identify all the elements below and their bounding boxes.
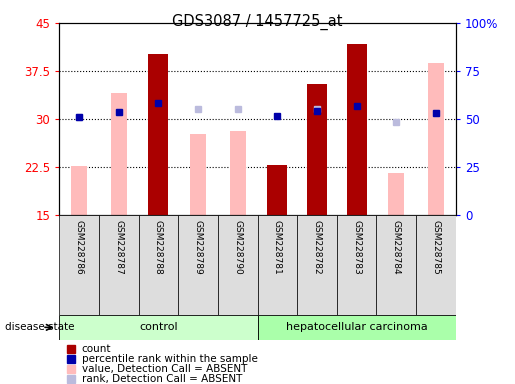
Bar	[258, 215, 297, 315]
Text: GSM228788: GSM228788	[154, 220, 163, 275]
Text: GSM228783: GSM228783	[352, 220, 361, 275]
Bar	[218, 215, 258, 315]
Text: GSM228781: GSM228781	[273, 220, 282, 275]
Text: GSM228784: GSM228784	[392, 220, 401, 275]
Text: GSM228786: GSM228786	[75, 220, 83, 275]
Bar	[376, 215, 416, 315]
Bar	[59, 315, 258, 340]
Bar	[71, 166, 87, 215]
Bar	[297, 215, 337, 315]
Bar	[337, 215, 376, 315]
Bar	[111, 93, 127, 215]
Text: control: control	[139, 322, 178, 333]
Bar	[267, 165, 287, 215]
Bar	[178, 215, 218, 315]
Text: percentile rank within the sample: percentile rank within the sample	[82, 354, 258, 364]
Bar	[148, 54, 168, 215]
Bar	[139, 215, 178, 315]
Bar	[388, 174, 404, 215]
Text: count: count	[82, 344, 111, 354]
Bar	[307, 84, 327, 215]
Text: GSM228787: GSM228787	[114, 220, 123, 275]
Bar	[190, 134, 206, 215]
Text: hepatocellular carcinoma: hepatocellular carcinoma	[286, 322, 427, 333]
Bar	[258, 315, 456, 340]
Bar	[347, 44, 367, 215]
Text: value, Detection Call = ABSENT: value, Detection Call = ABSENT	[82, 364, 247, 374]
Text: GSM228782: GSM228782	[313, 220, 321, 275]
Bar	[416, 215, 456, 315]
Bar	[428, 63, 444, 215]
Text: GDS3087 / 1457725_at: GDS3087 / 1457725_at	[172, 13, 343, 30]
Text: GSM228789: GSM228789	[194, 220, 202, 275]
Text: GSM228790: GSM228790	[233, 220, 242, 275]
Text: GSM228785: GSM228785	[432, 220, 440, 275]
Text: disease state: disease state	[5, 322, 75, 333]
Bar	[59, 215, 99, 315]
Bar	[99, 215, 139, 315]
Bar	[230, 131, 246, 215]
Text: rank, Detection Call = ABSENT: rank, Detection Call = ABSENT	[82, 374, 242, 384]
